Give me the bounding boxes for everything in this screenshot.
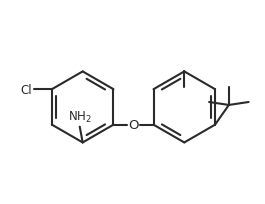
Text: Cl: Cl bbox=[21, 83, 32, 96]
Text: O: O bbox=[128, 119, 139, 132]
Text: NH$_2$: NH$_2$ bbox=[68, 109, 92, 124]
